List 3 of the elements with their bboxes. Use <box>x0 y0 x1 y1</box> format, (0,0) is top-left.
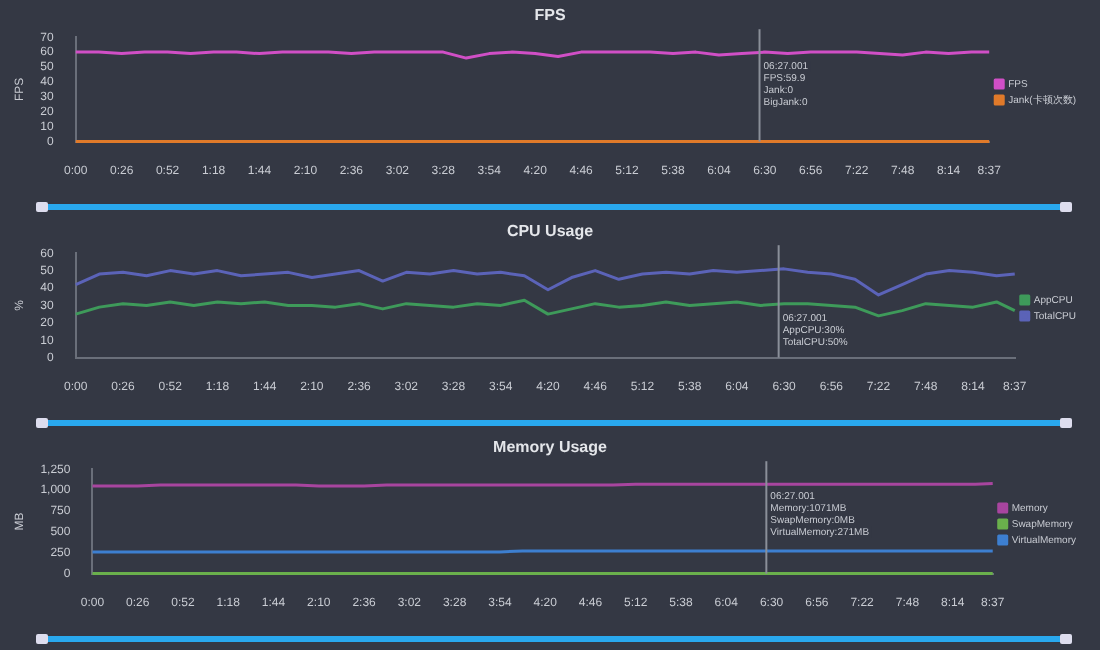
chart-title: CPU Usage <box>506 222 595 241</box>
chart-title: FPS <box>534 6 567 25</box>
chart-title: Memory Usage <box>493 438 608 457</box>
